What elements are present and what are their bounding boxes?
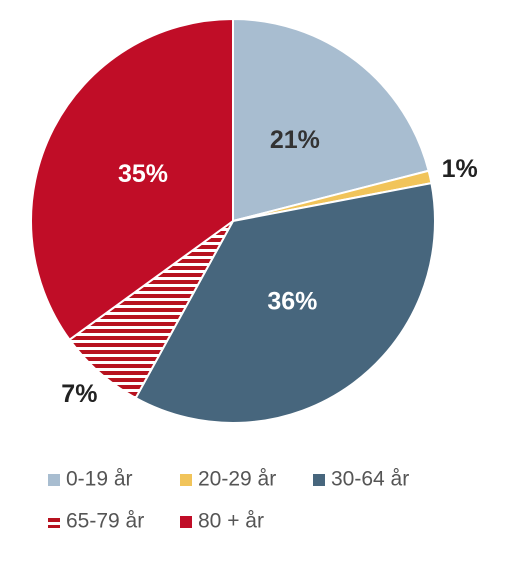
legend-marker [313,474,325,486]
legend-marker [48,516,60,528]
data-label: 7% [61,380,97,408]
pie-slice [30,17,234,342]
pie-slice [134,181,436,424]
legend-label: 80 + år [198,510,264,533]
legend-marker [48,474,60,486]
legend-label: 0-19 år [66,468,133,491]
data-label: 36% [267,287,317,315]
data-label: 21% [270,126,320,154]
pie-slice [232,17,430,223]
legend-label: 65-79 år [66,510,144,533]
data-label: 35% [118,160,168,188]
data-label: 1% [442,155,478,183]
legend-marker [180,474,192,486]
legend-marker [180,516,192,528]
legend-label: 30-64 år [331,468,409,491]
legend-label: 20-29 år [198,468,276,491]
